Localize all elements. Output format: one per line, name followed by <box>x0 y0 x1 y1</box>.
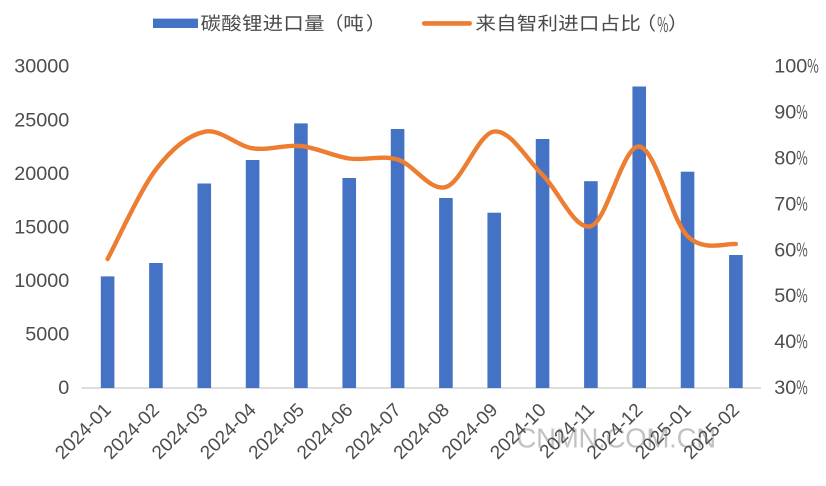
svg-text:0: 0 <box>58 377 69 399</box>
svg-text:10000: 10000 <box>14 270 69 292</box>
svg-text:40: 40 <box>774 331 796 353</box>
svg-text:25000: 25000 <box>14 109 69 131</box>
svg-text:60: 60 <box>774 239 796 261</box>
svg-text:90: 90 <box>774 102 796 124</box>
svg-text:80: 80 <box>774 148 796 170</box>
svg-text:50: 50 <box>774 285 796 307</box>
svg-text:30: 30 <box>774 377 796 399</box>
svg-text:15000: 15000 <box>14 216 69 238</box>
svg-text:20000: 20000 <box>14 163 69 185</box>
svg-text:30000: 30000 <box>14 56 69 78</box>
svg-text:CNMN.COM.CN: CNMN.COM.CN <box>517 423 716 454</box>
svg-text:5000: 5000 <box>25 324 69 346</box>
svg-text:70: 70 <box>774 193 796 215</box>
svg-text:100: 100 <box>774 56 807 78</box>
